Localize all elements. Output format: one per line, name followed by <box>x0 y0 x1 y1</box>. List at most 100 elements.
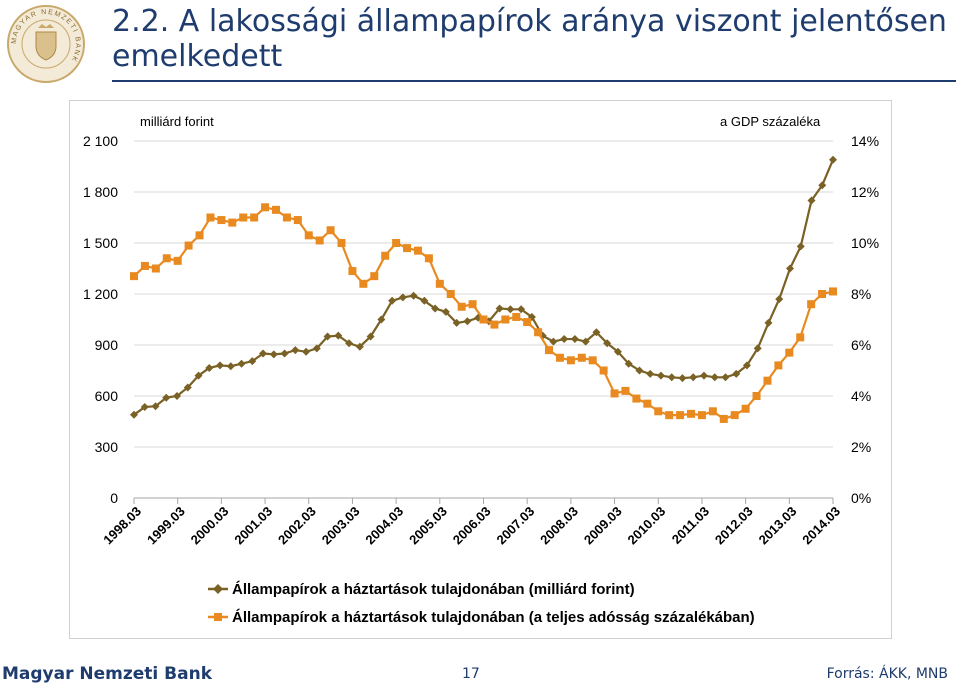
data-point <box>665 411 674 420</box>
x-tick-label: 2012.03 <box>712 504 756 548</box>
data-point <box>818 181 827 190</box>
data-point <box>538 331 547 340</box>
data-point <box>613 347 622 356</box>
left-tick-label: 300 <box>95 439 119 455</box>
data-point <box>549 337 558 346</box>
data-point <box>763 376 772 385</box>
data-point <box>785 348 794 357</box>
data-point <box>495 304 504 313</box>
data-point <box>560 335 569 344</box>
left-tick-labels: 0 300 600 900 1 200 1 500 1 800 2 100 <box>83 133 118 506</box>
data-point <box>643 399 652 408</box>
data-point <box>599 366 608 375</box>
data-point <box>624 359 633 368</box>
data-point <box>829 287 837 296</box>
data-point <box>807 300 816 309</box>
data-point <box>206 213 215 222</box>
left-tick-label: 900 <box>95 337 119 353</box>
data-point <box>413 246 422 255</box>
data-point <box>334 331 343 340</box>
data-point <box>577 353 586 362</box>
data-point <box>302 347 311 356</box>
data-point <box>689 373 698 382</box>
x-tick-label: 2003.03 <box>319 504 363 548</box>
data-point <box>621 386 630 395</box>
data-point <box>741 404 750 413</box>
x-tick-label: 2000.03 <box>188 504 232 548</box>
data-point <box>566 356 575 365</box>
axes <box>133 497 834 504</box>
data-point <box>710 373 719 382</box>
x-tick-label: 2008.03 <box>537 504 581 548</box>
x-tick-label: 2006.03 <box>450 504 494 548</box>
series-2 <box>130 203 837 423</box>
footer-bank-name: Magyar Nemzeti Bank <box>2 664 213 684</box>
data-point <box>785 264 794 273</box>
data-point <box>424 254 433 263</box>
data-point <box>732 369 741 378</box>
right-tick-label: 8% <box>851 286 871 302</box>
data-point <box>403 244 412 253</box>
data-point <box>366 332 375 341</box>
left-tick-label: 1 500 <box>83 235 118 251</box>
data-point <box>534 328 543 337</box>
data-point <box>323 332 332 341</box>
series-group <box>130 155 837 423</box>
source-note: Forrás: ÁKK, MNB <box>826 666 948 682</box>
left-tick-label: 1 800 <box>83 184 118 200</box>
data-point <box>807 196 816 205</box>
data-point <box>140 403 149 412</box>
data-point <box>656 371 665 380</box>
data-point <box>829 155 837 164</box>
data-point <box>259 349 268 358</box>
series-1 <box>130 155 837 419</box>
x-tick-label: 2014.03 <box>799 504 843 548</box>
title-divider <box>112 80 956 82</box>
x-tick-label: 1998.03 <box>100 504 144 548</box>
data-point <box>699 371 708 380</box>
x-tick-label: 2010.03 <box>625 504 669 548</box>
data-point <box>676 411 685 420</box>
data-point <box>184 241 193 250</box>
data-point <box>581 337 590 346</box>
right-tick-label: 2% <box>851 439 871 455</box>
legend-item-2: Állampapírok a háztartások tulajdonában … <box>208 609 755 626</box>
x-tick-label: 2004.03 <box>362 504 406 548</box>
data-point <box>151 264 160 273</box>
data-point <box>463 317 472 326</box>
data-point <box>370 272 379 281</box>
data-point <box>667 373 676 382</box>
data-point <box>282 213 291 222</box>
data-point <box>775 295 784 304</box>
series-line-2 <box>133 206 834 421</box>
legend: Állampapírok a háztartások tulajdonában … <box>208 581 755 626</box>
data-point <box>420 296 429 305</box>
data-point <box>183 383 192 392</box>
data-point <box>293 216 302 225</box>
data-point <box>632 394 641 403</box>
data-point <box>752 392 761 400</box>
data-point <box>721 373 730 382</box>
data-point <box>195 231 204 240</box>
data-point <box>523 318 532 327</box>
x-tick-label: 2002.03 <box>275 504 319 548</box>
data-point <box>269 350 278 359</box>
data-point <box>588 356 597 365</box>
right-tick-label: 14% <box>851 133 879 149</box>
data-point <box>678 374 687 383</box>
right-tick-label: 6% <box>851 337 871 353</box>
data-point <box>130 272 138 281</box>
data-point <box>570 335 579 344</box>
data-point <box>697 411 706 420</box>
data-point <box>457 302 466 311</box>
left-tick-label: 2 100 <box>83 133 118 149</box>
right-axis-label: a GDP százaléka <box>720 114 821 129</box>
data-point <box>646 369 655 378</box>
data-point <box>173 256 182 265</box>
x-tick-label: 1999.03 <box>144 504 188 548</box>
left-tick-label: 0 <box>110 490 118 506</box>
data-point <box>398 293 407 302</box>
data-point <box>345 339 354 348</box>
data-point <box>468 300 477 309</box>
data-point <box>796 242 805 251</box>
